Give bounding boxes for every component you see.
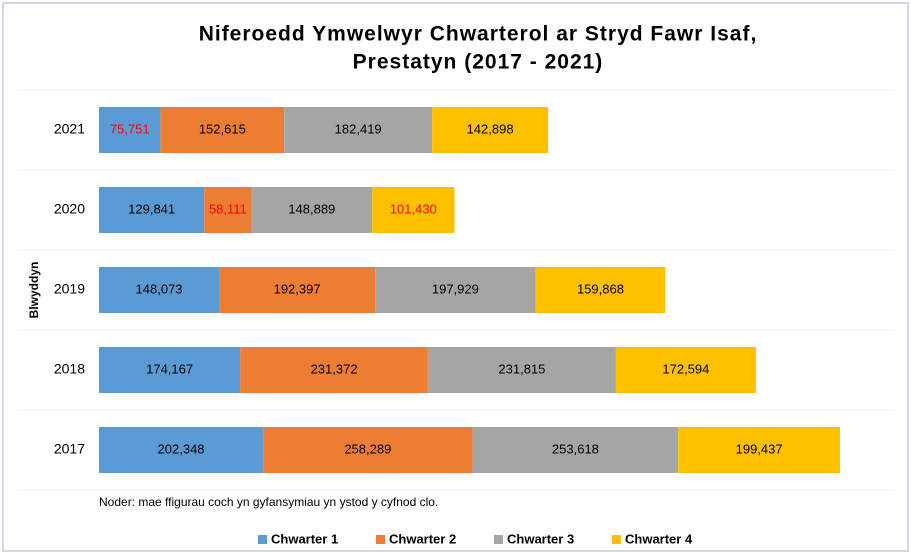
data-label: 148,073 [136,281,183,296]
bar-segment [615,347,756,393]
bar-segment [375,267,536,313]
legend-label: Chwarter 3 [507,531,574,546]
data-label: 202,348 [158,441,205,456]
bar-segment [240,347,428,393]
bar-segment [284,107,433,153]
bar-segment [219,267,376,313]
bar-segment [678,427,841,473]
data-label: 197,929 [432,281,479,296]
legend-label: Chwarter 4 [625,531,693,546]
bar-segment [99,187,205,233]
legend-label: Chwarter 1 [271,531,338,546]
bar-segment [99,347,241,393]
bar-segment [263,427,473,473]
data-label: 129,841 [128,201,175,216]
y-tick-label: 2020 [54,201,85,217]
bar-segment [472,427,679,473]
data-label: 142,898 [467,121,514,136]
bar-segment [99,267,220,313]
data-label: 182,419 [335,121,382,136]
data-label: 75,751 [110,121,150,136]
data-label: 199,437 [736,441,783,456]
data-label: 101,430 [390,201,437,216]
bar-segment [372,187,455,233]
data-label: 172,594 [662,361,709,376]
bar-segment [535,267,666,313]
note: Noder: mae ffigurau coch yn gyfansymiau … [99,495,438,509]
y-tick-label: 2019 [54,281,85,297]
data-label: 253,618 [552,441,599,456]
legend-swatch [612,535,621,544]
data-label: 58,111 [209,201,247,216]
y-tick-label: 2017 [54,441,85,457]
data-label: 231,372 [311,361,358,376]
bar-segment [427,347,616,393]
y-axis-label: Blwyddyn [27,262,41,319]
bar-segment [99,107,161,153]
data-label: 174,167 [146,361,193,376]
bar-segment [204,187,252,233]
legend-label: Chwarter 2 [389,531,456,546]
bar-segment [432,107,549,153]
legend-swatch [258,535,267,544]
data-label: 258,289 [344,441,391,456]
bar-segment [160,107,285,153]
bar-segment [251,187,373,233]
chart-title: Niferoedd Ymwelwyr Chwarterol ar Stryd F… [199,23,758,46]
data-label: 148,889 [288,201,335,216]
data-label: 159,868 [577,281,624,296]
y-tick-label: 2021 [54,121,85,137]
chart-title: Prestatyn (2017 - 2021) [353,51,604,74]
legend-swatch [376,535,385,544]
data-label: 192,397 [274,281,321,296]
bar-segment [99,427,264,473]
legend-swatch [494,535,503,544]
y-tick-label: 2018 [54,361,85,377]
data-label: 152,615 [199,121,246,136]
data-label: 231,815 [498,361,545,376]
